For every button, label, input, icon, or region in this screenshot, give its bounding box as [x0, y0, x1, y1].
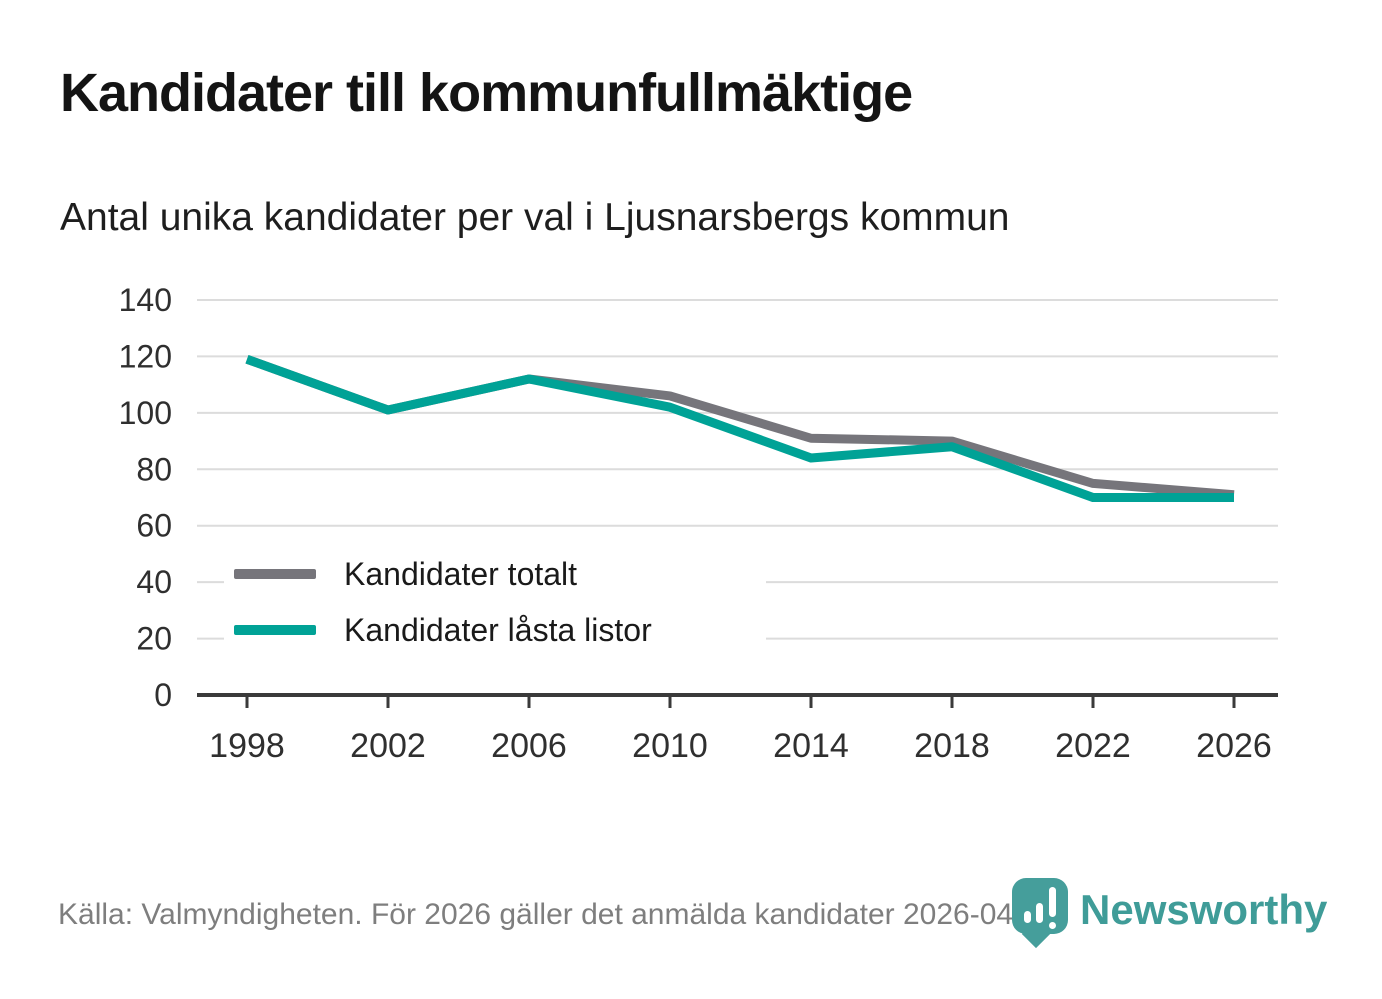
logo-exclamation-dot — [1049, 922, 1056, 929]
y-axis-label-140: 140 — [119, 282, 172, 318]
legend-swatch-totalt — [234, 569, 316, 579]
y-axis-label-0: 0 — [154, 677, 172, 713]
x-axis-label-2010: 2010 — [632, 727, 708, 765]
y-axis-label-20: 20 — [136, 621, 172, 657]
x-axis-label-2002: 2002 — [350, 727, 426, 765]
x-axis-label-2018: 2018 — [914, 727, 990, 765]
newsworthy-logo: Newsworthy — [1008, 872, 1348, 962]
x-axis-label-2022: 2022 — [1055, 727, 1131, 765]
logo-bar-tall — [1049, 887, 1056, 917]
x-axis-label-2014: 2014 — [773, 727, 849, 765]
series-line-1 — [245, 355, 1234, 502]
x-axis-label-1998: 1998 — [209, 727, 285, 765]
legend-label-totalt: Kandidater totalt — [344, 555, 578, 592]
logo-bar-medium — [1036, 903, 1043, 923]
legend-label-lasta-listor: Kandidater låsta listor — [344, 611, 652, 648]
x-axis-label-2026: 2026 — [1196, 727, 1272, 765]
x-axis-label-2006: 2006 — [491, 727, 567, 765]
source-note: Källa: Valmyndigheten. För 2026 gäller d… — [58, 898, 1065, 931]
legend-swatch-lasta-listor — [234, 625, 316, 635]
logo-chart-bubble-icon — [1012, 878, 1068, 934]
y-axis-label-120: 120 — [119, 338, 172, 374]
series-line-0 — [245, 355, 1235, 500]
y-axis-label-60: 60 — [136, 508, 172, 544]
brand-wordmark: Newsworthy — [1080, 886, 1328, 933]
legend-item-lasta-listor: Kandidater låsta listor — [234, 610, 766, 650]
chart-subtitle: Antal unika kandidater per val i Ljusnar… — [60, 196, 1010, 239]
logo-bar-small — [1024, 911, 1031, 923]
y-axis-label-40: 40 — [136, 564, 172, 600]
chart-legend: Kandidater totalt Kandidater låsta listo… — [224, 548, 766, 660]
page-title: Kandidater till kommunfullmäktige — [60, 63, 913, 123]
y-axis-label-100: 100 — [119, 395, 172, 431]
legend-item-totalt: Kandidater totalt — [234, 554, 766, 594]
y-axis-label-80: 80 — [136, 451, 172, 487]
